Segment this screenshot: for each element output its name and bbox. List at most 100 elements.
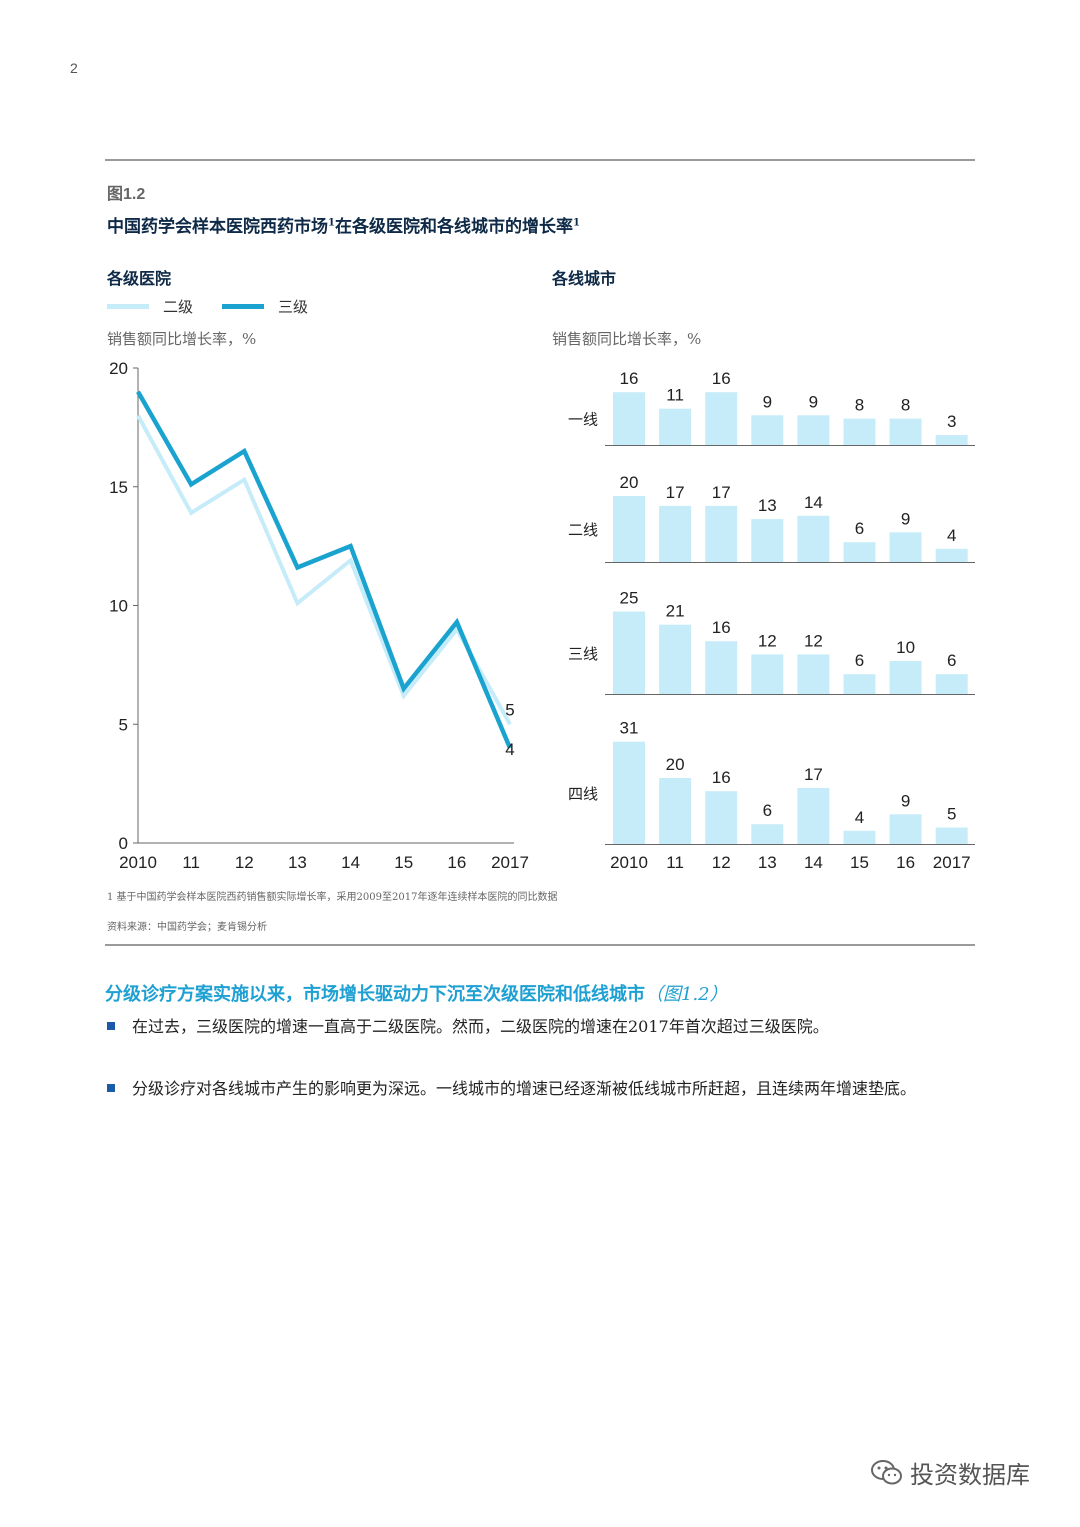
footnote-1: 1 基于中国药学会样本医院西药销售额实际增长率，采用2009至2017年逐年连续… <box>107 892 558 903</box>
bar-四线 <box>705 791 738 844</box>
bar-value-label: 17 <box>712 483 731 502</box>
bar-一线 <box>797 415 830 445</box>
bar-value-label: 12 <box>804 631 823 650</box>
bar-一线 <box>935 435 968 445</box>
section-heading: 分级诊疗方案实施以来，市场增长驱动力下沉至次级医院和低线城市（图1.2） <box>105 984 728 1005</box>
top-divider <box>105 159 975 161</box>
end-label-secondary: 5 <box>505 700 514 719</box>
y-tick-label: 5 <box>119 715 128 734</box>
legend-label-secondary: 二级 <box>163 298 194 316</box>
bar-一线 <box>889 418 922 445</box>
bar-value-label: 25 <box>620 589 639 608</box>
bar-value-label: 6 <box>855 651 864 670</box>
bar-二线 <box>843 542 876 562</box>
x-tick-label: 15 <box>394 853 413 872</box>
end-label-tertiary: 4 <box>505 740 514 759</box>
bullet-text: 在过去，三级医院的增速一直高于二级医院。然而，二级医院的增速在2017年首次超过… <box>132 1017 829 1036</box>
x-tick-label: 2010 <box>119 853 157 872</box>
hospital-line-chart: 0 5 10 15 20 2010 11 12 13 14 15 16 2017 5 4 <box>109 359 529 872</box>
bar-value-label: 16 <box>620 369 639 388</box>
bar-value-label: 13 <box>758 496 777 515</box>
bar-一线 <box>659 408 692 445</box>
x-tick-label: 2017 <box>933 853 971 872</box>
bar-一线 <box>751 415 784 445</box>
bar-value-label: 12 <box>758 631 777 650</box>
bar-三线 <box>889 661 922 694</box>
bar-value-label: 20 <box>666 755 685 774</box>
bar-value-label: 6 <box>855 519 864 538</box>
bar-value-label: 8 <box>855 396 864 415</box>
x-tick-label: 16 <box>896 853 915 872</box>
bar-value-label: 4 <box>855 808 864 827</box>
tier-label: 四线 <box>568 786 598 803</box>
x-tick-label: 2010 <box>610 853 648 872</box>
figure-title: 中国药学会样本医院西药市场1在各级医院和各线城市的增长率1 <box>107 217 580 237</box>
source-note: 资料来源：中国药学会；麦肯锡分析 <box>107 922 267 933</box>
watermark-text: 投资数据库 <box>910 1461 1030 1489</box>
bullet-item: 分级诊疗对各线城市产生的影响更为深远。一线城市的增速已经逐渐被低线城市所赶超，且… <box>105 1076 970 1102</box>
legend-label-tertiary: 三级 <box>278 298 309 316</box>
bar-value-label: 8 <box>901 396 910 415</box>
legend-item-tertiary: 三级 <box>222 296 308 317</box>
bar-四线 <box>843 830 876 844</box>
bar-value-label: 17 <box>804 765 823 784</box>
bar-value-label: 10 <box>896 638 915 657</box>
y-tick-label: 0 <box>119 834 128 853</box>
legend-item-secondary: 二级 <box>107 296 193 317</box>
wechat-icon <box>871 1459 902 1484</box>
bar-二线 <box>751 519 784 562</box>
bar-value-label: 31 <box>620 719 639 738</box>
bar-一线 <box>613 392 645 445</box>
bar-value-label: 9 <box>901 791 910 810</box>
bar-value-label: 3 <box>947 412 956 431</box>
x-tick-label: 13 <box>758 853 777 872</box>
bar-value-label: 16 <box>712 618 731 637</box>
bar-value-label: 6 <box>763 801 772 820</box>
bar-二线 <box>659 505 692 562</box>
bar-三线 <box>613 611 645 694</box>
bar-value-label: 20 <box>620 473 639 492</box>
bullet-item: 在过去，三级医院的增速一直高于二级医院。然而，二级医院的增速在2017年首次超过… <box>105 1014 970 1040</box>
y-tick-label: 10 <box>109 597 128 616</box>
bar-四线 <box>613 741 645 844</box>
bar-value-label: 9 <box>763 392 772 411</box>
right-panel-title: 各线城市 <box>552 269 617 288</box>
bar-value-label: 11 <box>666 386 684 405</box>
y-tick-label: 20 <box>109 359 128 378</box>
bar-三线 <box>797 654 830 694</box>
bar-二线 <box>889 532 922 562</box>
bar-value-label: 6 <box>947 651 956 670</box>
bar-四线 <box>797 787 830 844</box>
legend-swatch-tertiary <box>222 304 264 309</box>
x-tick-label: 13 <box>288 853 307 872</box>
watermark: 投资数据库 <box>870 1455 1030 1490</box>
x-tick-label: 16 <box>447 853 466 872</box>
bar-二线 <box>705 505 738 562</box>
tier-label: 一线 <box>568 412 598 429</box>
x-tick-label: 11 <box>666 853 684 872</box>
bullet-text: 分级诊疗对各线城市产生的影响更为深远。一线城市的增速已经逐渐被低线城市所赶超，且… <box>132 1079 917 1098</box>
bar-value-label: 14 <box>804 493 823 512</box>
bar-三线 <box>659 624 692 694</box>
bar-value-label: 4 <box>947 526 956 545</box>
x-tick-label: 11 <box>182 853 200 872</box>
bar-三线 <box>705 641 738 694</box>
x-tick-label: 12 <box>712 853 731 872</box>
bar-三线 <box>935 674 968 694</box>
bar-value-label: 21 <box>666 602 685 621</box>
figure-label: 图1.2 <box>107 186 146 203</box>
bar-二线 <box>935 548 968 562</box>
bar-value-label: 9 <box>809 392 818 411</box>
bar-value-label: 9 <box>901 509 910 528</box>
series-line-secondary <box>136 414 512 726</box>
bar-四线 <box>659 778 692 844</box>
bar-一线 <box>843 418 876 445</box>
bar-三线 <box>751 654 784 694</box>
bar-四线 <box>751 824 784 844</box>
tier-label: 三线 <box>568 646 598 663</box>
legend-swatch-secondary <box>107 304 149 309</box>
page-number: 2 <box>70 60 78 76</box>
x-tick-label: 12 <box>235 853 254 872</box>
x-tick-label: 15 <box>850 853 869 872</box>
